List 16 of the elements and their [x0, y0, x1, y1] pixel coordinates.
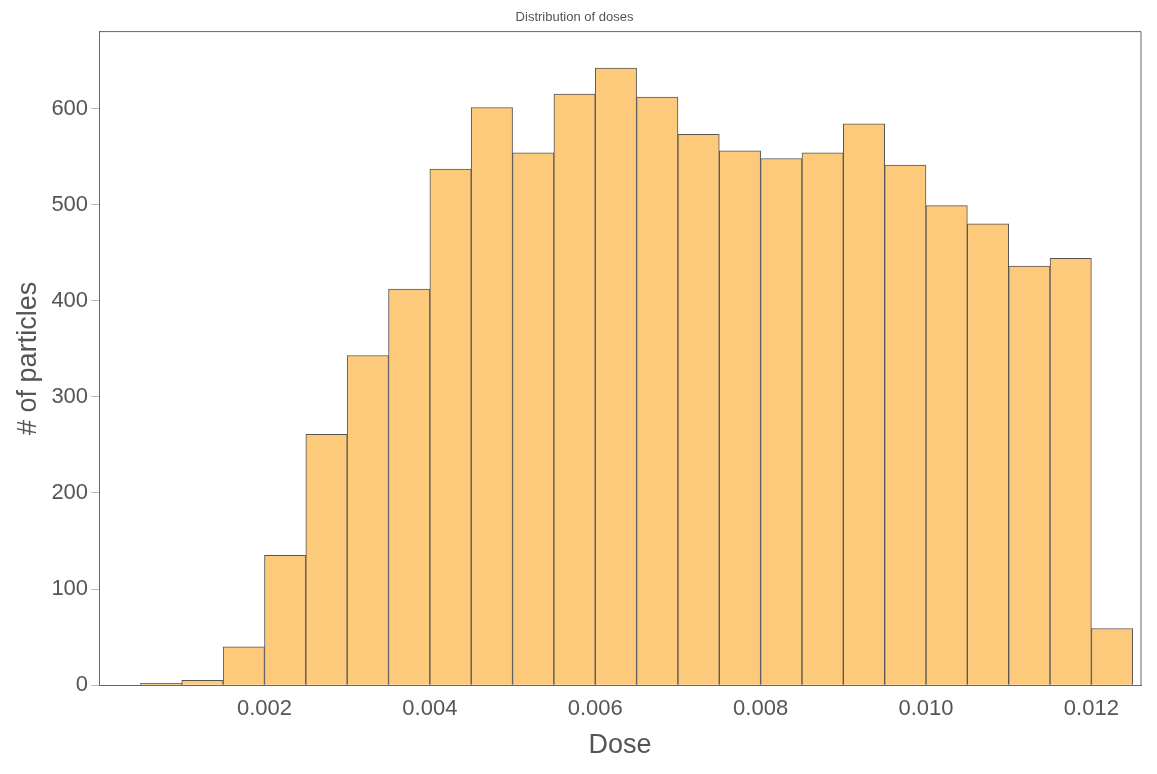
x-tick-label: 0.012 — [1063, 695, 1119, 721]
x-axis-title: Dose — [588, 729, 652, 760]
y-tick-label: 600 — [51, 94, 89, 120]
y-tick-label: 500 — [51, 190, 89, 216]
y-axis-title: # of particles — [11, 281, 42, 435]
x-tick-label: 0.004 — [402, 695, 458, 721]
y-tick-label: 100 — [51, 575, 89, 601]
chart-title: Distribution of doses — [515, 9, 634, 25]
y-tick-label: 200 — [51, 479, 89, 505]
x-tick-label: 0.010 — [898, 695, 954, 721]
x-tick-label: 0.008 — [733, 695, 789, 721]
y-tick-label: 300 — [51, 382, 89, 408]
x-tick-label: 0.002 — [236, 695, 293, 721]
y-tick-label: 0 — [75, 671, 89, 697]
y-tick-label: 400 — [51, 286, 89, 312]
x-tick-label: 0.006 — [567, 695, 623, 721]
